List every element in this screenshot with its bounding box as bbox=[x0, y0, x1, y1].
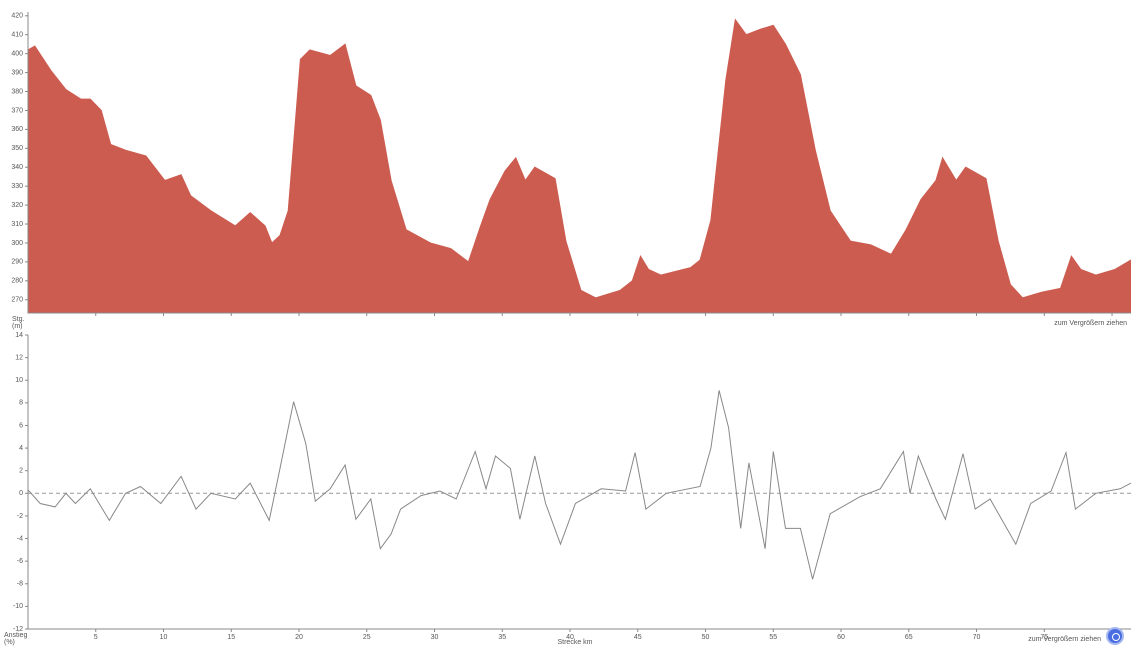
elevation-area bbox=[27, 18, 1131, 314]
y-tick-label: 0 bbox=[19, 490, 23, 497]
x-tick-label: 20 bbox=[295, 634, 303, 641]
x-tick-label: 50 bbox=[702, 634, 710, 641]
x-tick-label: 45 bbox=[634, 634, 642, 641]
y-tick-label: -6 bbox=[17, 558, 23, 565]
zoom-hint: zum Vergrößern ziehen bbox=[1054, 320, 1127, 327]
y-tick-label: 280 bbox=[11, 278, 23, 285]
gradient-line bbox=[27, 390, 1131, 580]
x-tick-label: 60 bbox=[837, 634, 845, 641]
zoom-hint: zum Vergrößern ziehen bbox=[1028, 636, 1101, 643]
x-tick-label: 30 bbox=[431, 634, 439, 641]
x-tick-label: 75 bbox=[1040, 634, 1048, 641]
y-tick-label: 8 bbox=[19, 400, 23, 407]
y-tick-label: 380 bbox=[11, 88, 23, 95]
y-tick-label: 4 bbox=[19, 445, 23, 452]
y-tick-label: 290 bbox=[11, 259, 23, 266]
y-tick-label: -10 bbox=[13, 603, 23, 610]
x-tick-label: 15 bbox=[227, 634, 235, 641]
y-tick-label: 270 bbox=[11, 297, 23, 304]
y-tick-label: 10 bbox=[15, 377, 23, 384]
y-tick-label: -4 bbox=[17, 535, 23, 542]
y-tick-label: 350 bbox=[11, 145, 23, 152]
x-axis-label: Strecke km bbox=[557, 639, 593, 646]
y-tick-label: 310 bbox=[11, 221, 23, 228]
y-tick-label: 340 bbox=[11, 164, 23, 171]
x-tick-label: 25 bbox=[363, 634, 371, 641]
y-tick-label: -12 bbox=[13, 626, 23, 633]
y-tick-label: 330 bbox=[11, 183, 23, 190]
x-tick-label: 55 bbox=[769, 634, 777, 641]
y-axis-label: Stg. (m) bbox=[12, 316, 25, 330]
x-tick-label: 40 bbox=[566, 634, 574, 641]
y-tick-label: -2 bbox=[17, 513, 23, 520]
help-button[interactable] bbox=[1106, 627, 1124, 645]
x-tick-label: 35 bbox=[498, 634, 506, 641]
y-tick-label: 420 bbox=[11, 13, 23, 20]
y-tick-label: 370 bbox=[11, 107, 23, 114]
y-axis-label: Anstieg (%) bbox=[4, 632, 28, 646]
y-tick-label: 12 bbox=[15, 354, 23, 361]
y-tick-label: 6 bbox=[19, 422, 23, 429]
x-tick-label: 70 bbox=[973, 634, 981, 641]
y-tick-label: 14 bbox=[15, 332, 23, 339]
y-tick-label: 300 bbox=[11, 240, 23, 247]
y-tick-label: 2 bbox=[19, 468, 23, 475]
y-tick-label: 410 bbox=[11, 32, 23, 39]
x-tick-label: 65 bbox=[905, 634, 913, 641]
y-tick-label: -8 bbox=[17, 581, 23, 588]
y-tick-label: 390 bbox=[11, 69, 23, 76]
y-tick-label: 320 bbox=[11, 202, 23, 209]
x-tick-label: 10 bbox=[160, 634, 168, 641]
y-tick-label: 400 bbox=[11, 50, 23, 57]
x-tick-label: 5 bbox=[94, 634, 98, 641]
y-tick-label: 360 bbox=[11, 126, 23, 133]
